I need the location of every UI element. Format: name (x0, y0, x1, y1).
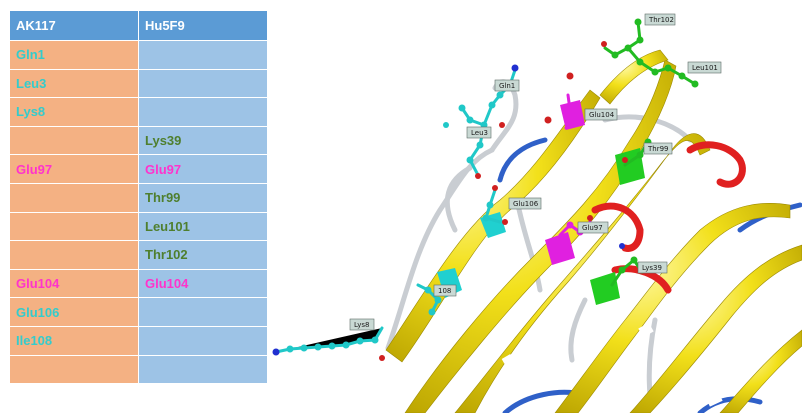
ak117-cell: Ile108 (9, 325, 139, 356)
table-row: Glu97 Glu97 (9, 154, 268, 184)
hu5f9-cell (138, 68, 268, 99)
ak117-cell (9, 182, 139, 213)
hu5f9-cell: Thr102 (138, 240, 268, 270)
ak117-cell: Glu97 (9, 154, 139, 184)
svg-text:Glu97: Glu97 (582, 224, 603, 232)
protein-structure-figure: Thr102 Leu101 Gln1 Glu104 Leu3 Thr99 Glu… (272, 13, 802, 413)
ak117-cell: Leu3 (9, 68, 139, 99)
label-leu101: Leu101 (687, 61, 722, 74)
table-row: Thr99 (9, 182, 268, 213)
table-row (9, 354, 268, 385)
ak117-cell: Glu104 (9, 268, 139, 299)
hu5f9-cell: Leu101 (138, 211, 268, 242)
ak117-cell (9, 211, 139, 242)
table-row: Ile108 (9, 325, 268, 356)
hu5f9-cell (138, 40, 268, 70)
label-glu97: Glu97 (577, 221, 609, 234)
hu5f9-cell (138, 354, 268, 385)
label-gln1: Gln1 (494, 79, 520, 92)
table-header-row: AK117 Hu5F9 (9, 10, 268, 41)
label-lys8: Lys8 (349, 318, 375, 331)
hu5f9-cell (138, 97, 268, 127)
svg-text:Glu104: Glu104 (589, 111, 615, 119)
ak117-cell (9, 125, 139, 156)
label-ile108: 108 (433, 284, 457, 297)
label-glu106: Glu106 (508, 197, 542, 210)
svg-text:Thr99: Thr99 (647, 145, 669, 153)
hu5f9-cell: Glu97 (138, 154, 268, 184)
ak117-cell (9, 354, 139, 385)
table-row: Lys8 (9, 97, 268, 127)
table-row: Lys39 (9, 125, 268, 156)
svg-text:Thr102: Thr102 (648, 16, 674, 24)
label-lys39: Lys39 (637, 261, 668, 274)
table-row: Leu3 (9, 68, 268, 99)
residue-labels: Thr102 Leu101 Gln1 Glu104 Leu3 Thr99 Glu… (349, 13, 722, 331)
hu5f9-cell (138, 297, 268, 327)
table-row: Leu101 (9, 211, 268, 242)
ak117-cell: Glu106 (9, 297, 139, 327)
residue-comparison-table: AK117 Hu5F9 Gln1 Leu3 Lys8 Lys39 Glu97 Glu97 T… (9, 10, 268, 385)
label-glu104: Glu104 (584, 108, 618, 121)
svg-text:Lys39: Lys39 (642, 264, 662, 272)
header-ak117: AK117 (9, 10, 139, 41)
hu5f9-cell: Lys39 (138, 125, 268, 156)
svg-text:Glu106: Glu106 (513, 200, 539, 208)
hu5f9-cell: Thr99 (138, 182, 268, 213)
svg-text:Lys8: Lys8 (354, 321, 370, 329)
ak117-cell: Lys8 (9, 97, 139, 127)
svg-text:Leu101: Leu101 (692, 64, 718, 72)
label-thr102: Thr102 (644, 13, 676, 26)
table-row: Thr102 (9, 240, 268, 270)
label-leu3: Leu3 (466, 126, 492, 139)
table-row: Glu106 (9, 297, 268, 327)
ribbon-gaps (501, 322, 723, 407)
ak117-cell: Gln1 (9, 40, 139, 70)
svg-text:Gln1: Gln1 (499, 82, 515, 90)
svg-text:108: 108 (438, 287, 451, 295)
label-thr99: Thr99 (643, 142, 673, 155)
hu5f9-cell: Glu104 (138, 268, 268, 299)
svg-text:Leu3: Leu3 (471, 129, 488, 137)
table-body: Gln1 Leu3 Lys8 Lys39 Glu97 Glu97 Thr99 Leu101 Th… (9, 40, 268, 385)
header-hu5f9: Hu5F9 (138, 10, 268, 41)
table-row: Glu104 Glu104 (9, 268, 268, 299)
ak117-cell (9, 240, 139, 270)
table-row: Gln1 (9, 40, 268, 70)
hu5f9-cell (138, 325, 268, 356)
